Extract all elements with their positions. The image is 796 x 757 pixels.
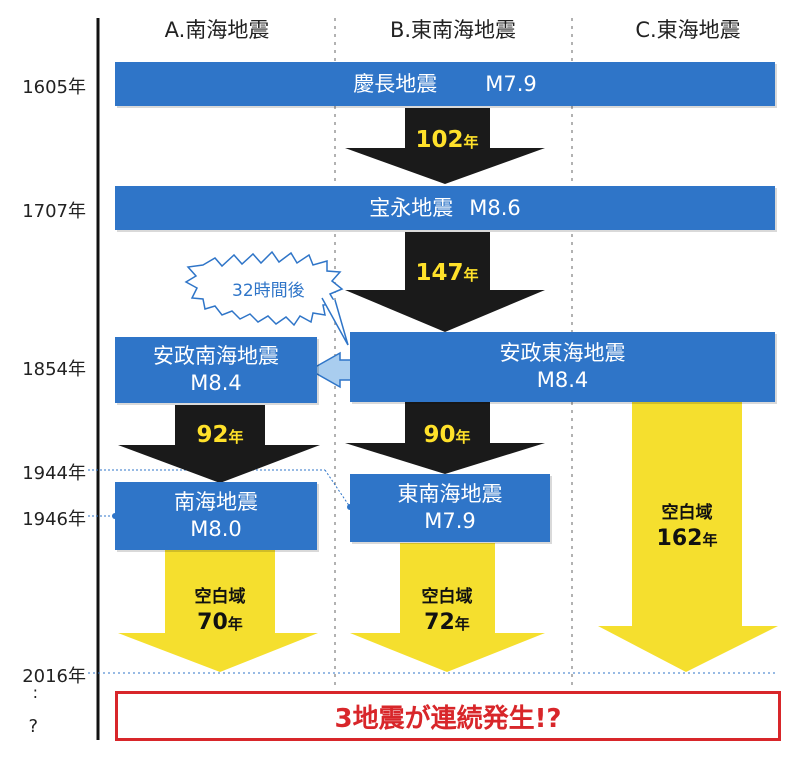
- event-tonankai-mag: M7.9: [424, 509, 476, 533]
- interval-label-90: 90年: [423, 422, 471, 448]
- year-1946: 1946年: [22, 509, 86, 530]
- event-keicho-mag: M7.9: [485, 71, 537, 96]
- column-header-c: C.東海地震: [635, 18, 741, 42]
- interval-label-102: 102年: [415, 127, 479, 153]
- gap-arrow-72: [350, 543, 545, 672]
- year-1605: 1605年: [22, 77, 86, 98]
- column-header-a: A.南海地震: [164, 18, 270, 42]
- event-ansei-tokai-mag: M8.4: [536, 368, 589, 392]
- event-tonankai: 東南海地震 M7.9: [350, 474, 550, 542]
- event-keicho: 慶長地震 M7.9: [115, 62, 775, 106]
- year-1854: 1854年: [22, 359, 86, 380]
- event-ansei-nankai-name: 安政南海地震: [153, 344, 279, 368]
- gap-arrow-162: [598, 402, 778, 672]
- year-guide-1944-connector: [324, 469, 351, 508]
- event-keicho-name: 慶長地震: [353, 71, 438, 96]
- interval-arrow-147: [345, 232, 545, 332]
- interval-label-147: 147年: [415, 260, 479, 286]
- event-tonankai-name: 東南海地震: [397, 482, 503, 506]
- interval-label-92: 92年: [196, 422, 244, 448]
- event-hoei-name: 宝永地震: [369, 195, 454, 220]
- conclusion-box: 3地震が連続発生!?: [115, 691, 781, 741]
- gap-label-70: 空白域 70年: [194, 587, 246, 635]
- year-1944: 1944年: [22, 463, 86, 484]
- gap-label-162: 空白域 162年: [656, 503, 718, 551]
- event-hoei: 宝永地震 M8.6: [115, 186, 775, 230]
- gap-label-72: 空白域 72年: [421, 587, 473, 635]
- event-ansei-nankai: 安政南海地震 M8.4: [115, 337, 317, 403]
- event-nankai-mag: M8.0: [190, 517, 242, 541]
- burst-label: 32時間後: [232, 281, 305, 301]
- year-2016: 2016年: [22, 666, 86, 687]
- gap-arrow-70: [118, 550, 318, 672]
- event-ansei-tokai-name: 安政東海地震: [499, 341, 626, 365]
- interval-arrow-102: [345, 108, 545, 184]
- burst-callout: [184, 250, 344, 327]
- event-nankai-name: 南海地震: [174, 490, 258, 514]
- year-1707: 1707年: [22, 201, 86, 222]
- event-hoei-mag: M8.6: [469, 195, 521, 220]
- column-header-b: B.東南海地震: [389, 18, 517, 42]
- event-ansei-nankai-mag: M8.4: [190, 371, 242, 395]
- interval-arrow-90: [345, 402, 545, 474]
- timeline-question: ?: [28, 716, 38, 737]
- event-ansei-tokai: 安政東海地震 M8.4: [350, 332, 775, 402]
- timeline-ellipsis: :: [32, 683, 38, 702]
- conclusion-text: 3地震が連続発生!?: [334, 703, 562, 734]
- interval-arrow-92: [118, 405, 320, 483]
- event-nankai: 南海地震 M8.0: [115, 482, 317, 550]
- burst-pointer: [321, 297, 349, 346]
